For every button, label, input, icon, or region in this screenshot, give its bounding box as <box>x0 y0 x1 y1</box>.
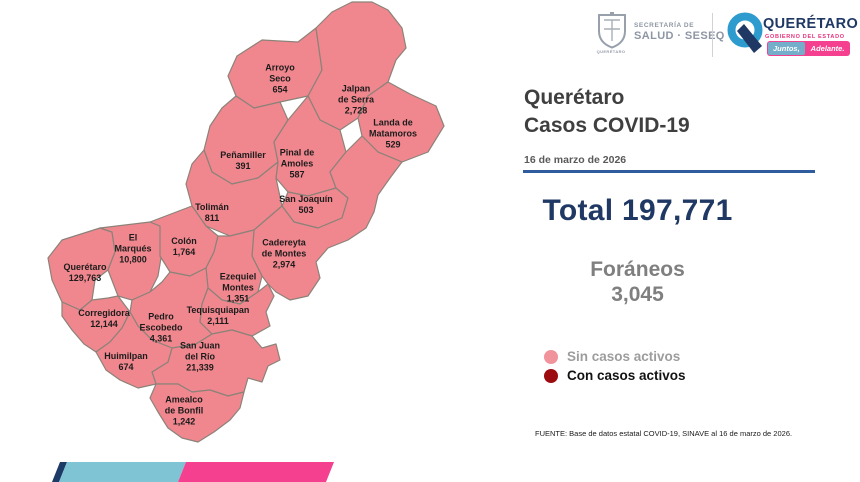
juntos-adelante-badge: Juntos, Adelante. <box>767 41 851 56</box>
total-label: Total <box>542 194 614 227</box>
total-cases: Total 197,771 <box>495 194 780 228</box>
region-amealco-de-bonfil <box>149 383 245 443</box>
queretaro-q-logo-icon <box>727 12 763 53</box>
region-tequisquiapan <box>199 283 275 337</box>
salud-crest-icon <box>598 12 626 49</box>
foraneos-block: Foráneos 3,045 <box>495 257 780 307</box>
foraneos-value: 3,045 <box>611 283 664 306</box>
secretaria-de-label: SECRETARÍA DE <box>634 22 695 29</box>
footer-stripe <box>52 462 334 482</box>
queretaro-state-map <box>47 1 445 443</box>
report-date: 16 de marzo de 2026 <box>524 154 627 166</box>
gobierno-subtitle-label: GOBIERNO DEL ESTADO <box>765 33 845 40</box>
header-divider <box>712 13 713 57</box>
region-cadereyta-de-montes <box>251 135 403 301</box>
gobierno-name-label: QUERÉTARO <box>763 16 859 32</box>
badge-juntos-label: Juntos, <box>768 42 805 55</box>
con-casos-label: Con casos activos <box>567 368 686 383</box>
sin-casos-label: Sin casos activos <box>567 349 681 364</box>
con-casos-dot-icon <box>544 368 558 383</box>
page-title-line1: Querétaro <box>524 86 625 109</box>
region-queretaro <box>47 227 116 311</box>
crest-caption: QUERÉTARO <box>596 49 626 54</box>
foraneos-label: Foráneos <box>590 258 685 281</box>
page-title-line2: Casos COVID-19 <box>524 114 690 137</box>
page-title: Querétaro Casos COVID-19 <box>524 84 690 140</box>
source-note: FUENTE: Base de datos estatal COVID-19, … <box>535 429 793 438</box>
date-underline <box>523 170 815 173</box>
region-huimilpan <box>95 311 173 389</box>
sin-casos-dot-icon <box>544 349 558 364</box>
legend-row-sin-casos: Sin casos activos <box>544 347 686 366</box>
total-value: 197,771 <box>622 194 733 227</box>
salud-seseq-label: SALUD · SESEQ <box>634 30 725 42</box>
legend: Sin casos activos Con casos activos <box>544 347 686 385</box>
legend-row-con-casos: Con casos activos <box>544 366 686 385</box>
map-regions <box>47 1 445 443</box>
badge-adelante-label: Adelante. <box>805 42 850 55</box>
